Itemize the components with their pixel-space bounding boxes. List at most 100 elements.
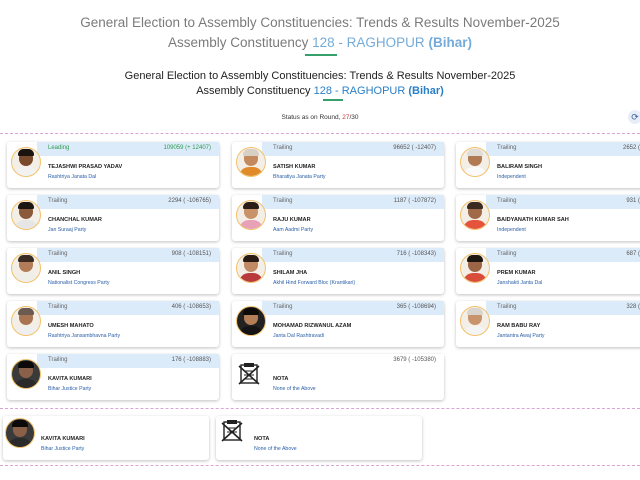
candidate-photo <box>11 253 41 283</box>
candidate-votes: 3679 ( -105380) <box>393 357 436 363</box>
candidate-status: Trailing <box>48 251 68 257</box>
overlay-card[interactable]: NOTA None of the Above <box>216 416 422 460</box>
ghost-title-underline <box>305 54 337 56</box>
candidate-photo <box>236 200 266 230</box>
card-header: Trailing 908 ( -108151) <box>37 248 219 262</box>
constituency-title: Assembly Constituency 128 - RAGHOPUR (Bi… <box>196 85 444 97</box>
candidate-photo <box>11 306 41 336</box>
candidate-card[interactable]: Trailing 1187 ( -107872) RAJU KUMAR Aam … <box>232 195 444 241</box>
candidate-card[interactable]: Trailing 176 ( -108883) KAVITA KUMARI Bi… <box>7 354 219 400</box>
candidate-party: Nationalist Congress Party <box>48 280 110 286</box>
candidate-name: CHANCHAL KUMAR <box>48 217 102 223</box>
candidate-card[interactable]: 3679 ( -105380) NOTA None of the Above <box>232 354 444 400</box>
candidate-status: Trailing <box>273 251 293 257</box>
candidate-card[interactable]: Trailing 687 ( PREM KUMAR Janshakti Jant… <box>456 248 640 294</box>
candidate-status: Trailing <box>48 304 68 310</box>
divider <box>0 133 640 134</box>
candidate-party: Rashtriya Jansambhavna Party <box>48 333 121 339</box>
candidate-party: Bihar Justice Party <box>41 446 85 452</box>
candidate-photo <box>460 306 490 336</box>
candidate-party: Jantantra Awaj Party <box>497 333 545 339</box>
candidate-status: Trailing <box>497 145 517 151</box>
candidate-card[interactable]: Trailing 328 ( RAM BABU RAY Jantantra Aw… <box>456 301 640 347</box>
candidate-photo <box>11 200 41 230</box>
candidate-party: None of the Above <box>254 446 297 452</box>
candidate-votes: 109059 (+ 12407) <box>163 145 211 151</box>
ghost-constituency-title: Assembly Constituency 128 - RAGHOPUR (Bi… <box>168 35 472 50</box>
candidate-party: Janshakti Janta Dal <box>497 280 543 286</box>
candidate-party: Bharatiya Janata Party <box>273 174 326 180</box>
candidate-card[interactable]: Trailing 2652 ( BALIRAM SINGH Independen… <box>456 142 640 188</box>
candidate-party: Independent <box>497 227 526 233</box>
card-header: Trailing 176 ( -108883) <box>37 354 219 368</box>
candidate-votes: 365 ( -108694) <box>396 304 436 310</box>
divider <box>0 408 640 409</box>
candidate-name: SHILAM JHA <box>273 270 308 276</box>
candidate-status: Trailing <box>497 251 517 257</box>
candidate-votes: 406 ( -108653) <box>171 304 211 310</box>
card-header: Trailing 687 ( <box>486 248 640 262</box>
candidate-name: MOHAMAD RIZWANUL AZAM <box>273 323 352 329</box>
candidate-name: RAJU KUMAR <box>273 217 311 223</box>
candidate-photo <box>5 418 35 448</box>
candidate-name: BALIRAM SINGH <box>497 164 543 170</box>
card-header: Trailing 2294 ( -106765) <box>37 195 219 209</box>
candidate-votes: 1187 ( -107872) <box>393 198 436 204</box>
candidate-votes: 2652 ( <box>622 145 640 151</box>
candidate-photo <box>236 147 266 177</box>
candidate-photo <box>11 359 41 389</box>
candidate-party: Independent <box>497 174 526 180</box>
candidate-card[interactable]: Trailing 716 ( -108343) SHILAM JHA Akhil… <box>232 248 444 294</box>
card-header: 3679 ( -105380) <box>262 354 444 368</box>
candidate-card[interactable]: Trailing 406 ( -108653) UMESH MAHATO Ras… <box>7 301 219 347</box>
title-underline <box>323 99 343 101</box>
candidate-party: None of the Above <box>273 386 316 392</box>
candidate-name: PREM KUMAR <box>497 270 536 276</box>
candidate-party: Janta Dal Rashtravadi <box>273 333 325 339</box>
divider <box>0 465 640 466</box>
round-status: Status as on Round, 27/30 <box>281 114 359 121</box>
candidate-card[interactable]: Trailing 931 ( BAIDYANATH KUMAR SAH Inde… <box>456 195 640 241</box>
candidate-name: TEJASHWI PRASAD YADAV <box>48 164 123 170</box>
candidate-status: Trailing <box>273 304 293 310</box>
candidate-card[interactable]: Trailing 96652 ( -12407) SATISH KUMAR Bh… <box>232 142 444 188</box>
candidate-name: NOTA <box>254 436 270 442</box>
candidate-name: NOTA <box>273 376 289 382</box>
candidate-photo <box>236 253 266 283</box>
candidate-votes: 931 ( <box>626 198 640 204</box>
candidate-party: Akhil Hind Forward Bloc (Krantikari) <box>273 280 356 286</box>
candidate-votes: 2294 ( -106765) <box>168 198 211 204</box>
nota-icon <box>221 420 243 442</box>
candidate-card[interactable]: Leading 109059 (+ 12407) TEJASHWI PRASAD… <box>7 142 219 188</box>
candidate-name: ANIL SINGH <box>48 270 81 276</box>
candidate-party: Bihar Justice Party <box>48 386 92 392</box>
refresh-icon[interactable]: ⟳ <box>628 110 640 124</box>
page-title: General Election to Assembly Constituenc… <box>124 70 516 82</box>
overlay-card[interactable]: KAVITA KUMARI Bihar Justice Party <box>3 416 209 460</box>
candidate-card[interactable]: Trailing 2294 ( -106765) CHANCHAL KUMAR … <box>7 195 219 241</box>
candidate-status: Trailing <box>273 145 293 151</box>
candidate-photo <box>460 253 490 283</box>
candidate-votes: 687 ( <box>626 251 640 257</box>
candidate-status: Trailing <box>497 304 517 310</box>
candidate-card[interactable]: Trailing 365 ( -108694) MOHAMAD RIZWANUL… <box>232 301 444 347</box>
nota-icon <box>238 363 260 385</box>
candidate-name: KAVITA KUMARI <box>48 376 92 382</box>
candidate-votes: 328 ( <box>626 304 640 310</box>
candidate-votes: 908 ( -108151) <box>171 251 211 257</box>
candidate-party: Rashtriya Janata Dal <box>48 174 97 180</box>
candidate-status: Trailing <box>48 357 68 363</box>
candidate-status: Leading <box>48 145 70 151</box>
candidate-status: Trailing <box>48 198 68 204</box>
card-header: Trailing 716 ( -108343) <box>262 248 444 262</box>
candidate-status: Trailing <box>273 198 293 204</box>
candidate-name: SATISH KUMAR <box>273 164 316 170</box>
candidate-name: BAIDYANATH KUMAR SAH <box>497 217 569 223</box>
candidate-photo <box>236 306 266 336</box>
card-header: Leading 109059 (+ 12407) <box>37 142 219 156</box>
candidate-photo <box>460 147 490 177</box>
candidate-status: Trailing <box>497 198 517 204</box>
candidate-card[interactable]: Trailing 908 ( -108151) ANIL SINGH Natio… <box>7 248 219 294</box>
card-header: Trailing 365 ( -108694) <box>262 301 444 315</box>
candidate-name: KAVITA KUMARI <box>41 436 85 442</box>
